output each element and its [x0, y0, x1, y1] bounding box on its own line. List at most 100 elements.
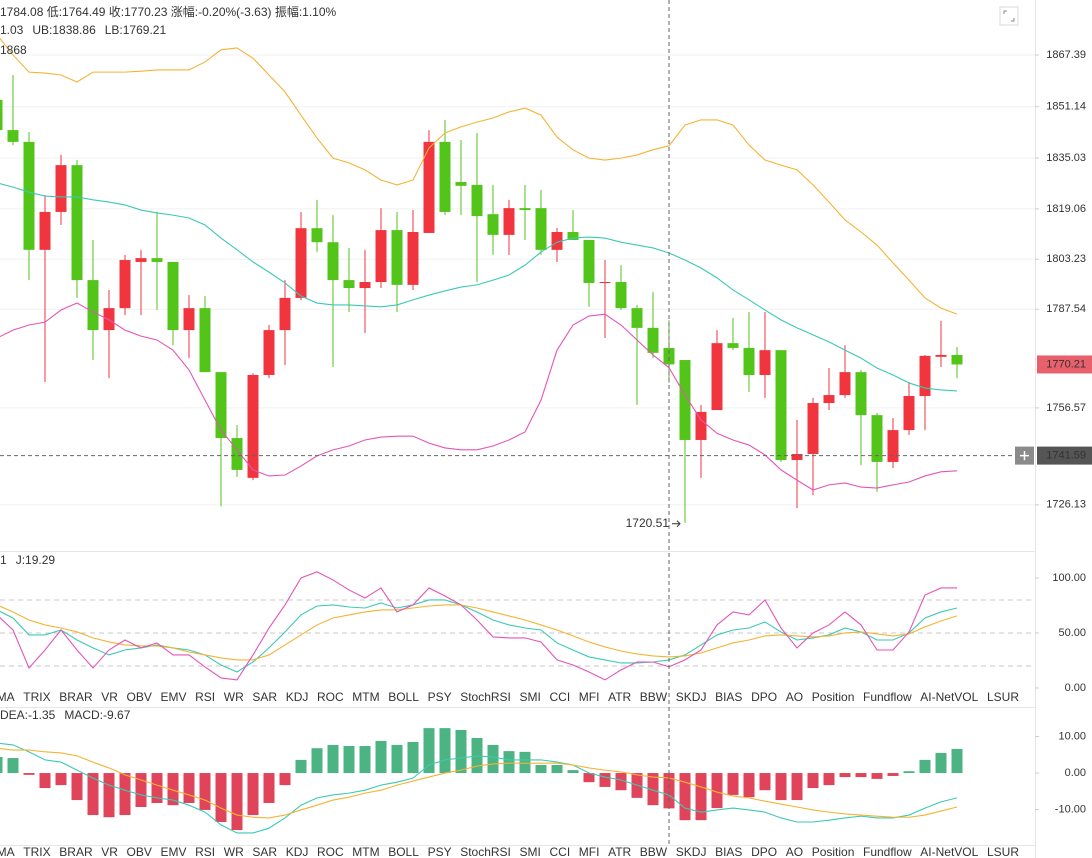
y-tick-label: 0.00 [1065, 682, 1086, 694]
indicator-tab[interactable]: ROC [317, 690, 344, 704]
indicator-tab[interactable]: AI-NetVOL [920, 845, 978, 858]
candle-body [311, 228, 323, 243]
histogram-bar [647, 773, 659, 806]
indicator-tab[interactable]: DMA [0, 845, 15, 858]
indicator-tab[interactable]: CCI [550, 845, 571, 858]
histogram-bar [55, 773, 67, 786]
y-tick-label: 50.00 [1058, 627, 1086, 639]
histogram-bar [183, 773, 195, 803]
indicator-tab[interactable]: WR [224, 845, 244, 858]
indicator-tab[interactable]: TRIX [23, 690, 50, 704]
indicator-tab[interactable]: VR [101, 845, 118, 858]
indicator-tab[interactable]: BIAS [715, 690, 742, 704]
series-line [0, 571, 957, 681]
indicator-tab[interactable]: SAR [252, 690, 277, 704]
y-tick-label: -10.00 [1055, 803, 1086, 815]
histogram-bar [135, 773, 147, 808]
indicator-tab[interactable]: ATR [608, 845, 631, 858]
indicator-tab[interactable]: Position [812, 690, 855, 704]
histogram-bar [807, 773, 819, 789]
candle-body [71, 165, 83, 281]
indicator-tab[interactable]: LSUR [987, 845, 1019, 858]
indicator-tab[interactable]: RSI [195, 845, 215, 858]
indicator-tab[interactable]: DMA [0, 690, 15, 704]
candle-body [791, 453, 803, 461]
indicator-tab[interactable]: RSI [195, 690, 215, 704]
candle-body [327, 242, 339, 281]
candle-body [663, 347, 675, 365]
candle-body [151, 258, 163, 262]
y-tick-label: 1835.03 [1046, 152, 1086, 164]
indicator-tab[interactable]: VR [101, 690, 118, 704]
histogram-bar [503, 751, 515, 774]
histogram-bar [935, 752, 947, 774]
indicator-tab[interactable]: TRIX [23, 845, 50, 858]
expand-box[interactable] [999, 6, 1019, 26]
indicator-tab[interactable]: SKDJ [676, 845, 707, 858]
histogram-bar [567, 770, 579, 774]
candle-body [39, 211, 51, 250]
indicator-tab[interactable]: BRAR [59, 845, 93, 858]
histogram-bar [167, 773, 179, 806]
histogram-bar [951, 748, 963, 774]
indicator-tab[interactable]: MFI [579, 690, 600, 704]
indicator-tab[interactable]: MTM [352, 690, 379, 704]
indicator-tab[interactable]: BBW [640, 690, 668, 704]
indicator-tab[interactable]: DPO [751, 690, 777, 704]
indicator-tab[interactable]: BOLL [388, 690, 419, 704]
indicator-tab[interactable]: MTM [352, 845, 379, 858]
indicator-tab[interactable]: MFI [579, 845, 600, 858]
indicator-tab[interactable]: StochRSI [460, 690, 511, 704]
histogram-bar [359, 746, 371, 774]
indicator-tab[interactable]: Fundflow [863, 690, 912, 704]
indicator-tab[interactable]: LSUR [987, 690, 1019, 704]
indicator-tab[interactable]: AI-NetVOL [920, 690, 978, 704]
candle-body [103, 308, 115, 331]
candle-body [343, 280, 355, 289]
indicator-tab[interactable]: WR [224, 690, 244, 704]
indicator-tab[interactable]: BRAR [59, 690, 93, 704]
indicator-tab[interactable]: ATR [608, 690, 631, 704]
candle-body [295, 228, 307, 298]
indicator-tab[interactable]: SMI [520, 845, 541, 858]
candle-body [903, 396, 915, 431]
indicator-tab[interactable]: DPO [751, 845, 777, 858]
indicator-tab[interactable]: Position [812, 845, 855, 858]
histogram-bar [39, 773, 51, 789]
candle-body [935, 354, 947, 357]
indicator-tab[interactable]: EMV [161, 690, 187, 704]
indicator-tab[interactable]: AO [786, 690, 803, 704]
candle-body [199, 308, 211, 373]
indicator-tab[interactable]: SKDJ [676, 690, 707, 704]
histogram-bar [103, 773, 115, 818]
candle-body [423, 141, 435, 233]
indicator-tab[interactable]: SAR [252, 845, 277, 858]
indicator-tab[interactable]: PSY [428, 845, 452, 858]
indicator-tab[interactable]: SMI [520, 690, 541, 704]
indicator-tab[interactable]: EMV [161, 845, 187, 858]
indicator-tab[interactable]: KDJ [286, 690, 309, 704]
legend-label: UB:1838.86 [32, 23, 96, 37]
indicator-tab[interactable]: StochRSI [460, 845, 511, 858]
indicator-tab[interactable]: PSY [428, 690, 452, 704]
indicator-tab[interactable]: CCI [550, 690, 571, 704]
indicator-tab[interactable]: Fundflow [863, 845, 912, 858]
indicator-tab[interactable]: BBW [640, 845, 668, 858]
indicator-tab[interactable]: OBV [127, 690, 152, 704]
expand-button[interactable] [999, 6, 1019, 26]
histogram-bar [0, 756, 3, 774]
indicator-tab[interactable]: BOLL [388, 845, 419, 858]
indicator-tab[interactable]: AO [786, 845, 803, 858]
histogram-bar [439, 728, 451, 774]
expand-icon[interactable] [1003, 10, 1015, 22]
histogram-bar [839, 773, 851, 778]
y-tick-label: 100.00 [1052, 572, 1086, 584]
indicator-tab[interactable]: OBV [127, 845, 152, 858]
histogram-bar [823, 773, 835, 786]
candle-body [839, 372, 851, 396]
indicator-tab[interactable]: BIAS [715, 845, 742, 858]
indicator-tab[interactable]: ROC [317, 845, 344, 858]
indicator-tab[interactable]: KDJ [286, 845, 309, 858]
